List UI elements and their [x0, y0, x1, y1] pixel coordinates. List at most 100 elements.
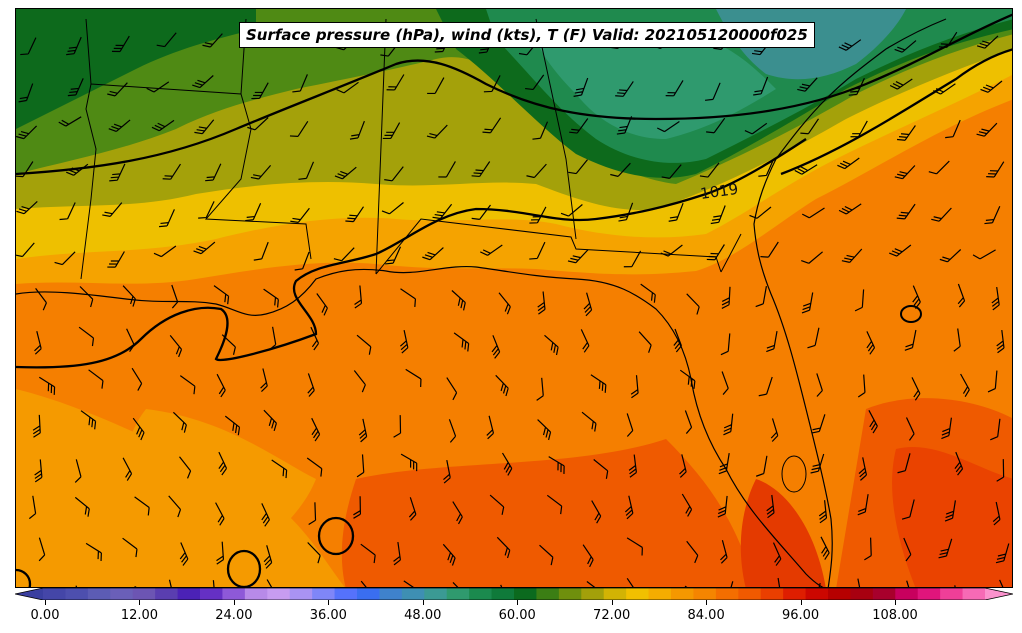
wind-barb [719, 581, 734, 587]
wind-barb [758, 158, 775, 177]
wind-barb-shape [656, 121, 680, 133]
colorbar-swatch [895, 588, 919, 600]
wind-barb-shape [107, 251, 125, 268]
colorbar-tick-labels: 0.00 12.00 24.00 36.00 48.00 60.00 72.00 84.00 9… [15, 600, 1013, 630]
wind-barb [912, 285, 921, 309]
wind-barb-shape [569, 118, 589, 134]
wind-barb-shape [385, 246, 402, 265]
wind-barb-shape [358, 418, 368, 443]
wind-barb-shape [807, 327, 820, 349]
wind-barb [74, 496, 90, 517]
wind-barb [583, 292, 593, 317]
wind-barb-shape [567, 249, 589, 264]
wind-barb [807, 327, 820, 349]
wind-barb-shape [122, 457, 133, 481]
wind-barb-shape [766, 494, 775, 519]
wind-barb [590, 374, 607, 393]
wind-barb [945, 119, 961, 139]
wind-barb-shape [583, 292, 593, 317]
wind-barb-shape [79, 286, 94, 308]
colorbar-swatch [805, 588, 829, 600]
wind-barb [489, 494, 505, 515]
wind-barb [260, 368, 268, 392]
wind-barb-shape [489, 494, 505, 515]
wind-barb-shape [16, 242, 35, 258]
wind-barb [668, 202, 684, 222]
wind-barb-shape [400, 453, 418, 472]
wind-barb [580, 329, 590, 353]
colorbar-swatch [648, 588, 672, 600]
wind-barb-shape [848, 77, 865, 96]
wind-barb-shape [151, 119, 175, 132]
wind-barb [818, 500, 828, 524]
wind-barb-shape [807, 582, 821, 587]
wind-barb [134, 496, 150, 516]
wind-barb-shape [168, 495, 182, 518]
wind-barb-shape [615, 81, 634, 97]
colorbar-swatch [244, 588, 268, 600]
wind-barb [34, 459, 43, 483]
wind-barb-shape [772, 542, 782, 566]
wind-barb [615, 81, 634, 97]
wind-barb-shape [811, 414, 826, 434]
wind-barb [854, 578, 862, 587]
wind-barb-shape [172, 411, 187, 433]
wind-barb-shape [215, 502, 225, 526]
wind-barb-shape [529, 241, 546, 260]
wind-barb [245, 203, 262, 222]
wind-barb-shape [179, 456, 192, 479]
wind-barb-shape [537, 419, 552, 441]
wind-barb [660, 244, 683, 257]
wind-barb [122, 457, 133, 481]
wind-barb-shape [34, 331, 42, 355]
wind-barb-shape [162, 163, 182, 180]
colorbar-swatch [738, 588, 762, 600]
wind-barb-shape [960, 373, 970, 397]
wind-barb-shape [536, 377, 544, 401]
wind-barb [626, 413, 634, 437]
wind-barb [453, 332, 470, 352]
wind-barb [999, 579, 1008, 587]
wind-barb [66, 36, 82, 56]
wind-barb [537, 419, 552, 441]
wind-barb [889, 244, 912, 257]
wind-barb-shape [498, 292, 511, 315]
wind-barb-shape [953, 328, 961, 352]
wind-barb [986, 161, 1005, 178]
wind-barb-shape [59, 202, 76, 221]
colorbar-tick-mark [800, 600, 802, 605]
temp-band-deep-orange [341, 439, 756, 587]
wind-barb-shape [482, 117, 502, 134]
wind-barb-shape [260, 368, 268, 392]
wind-barb-shape [699, 162, 720, 178]
wind-barb [532, 121, 549, 140]
wind-barb-shape [986, 161, 1005, 178]
wind-barb [151, 119, 175, 132]
wind-barb-shape [976, 122, 998, 137]
wind-barb [960, 373, 970, 397]
wind-barb [438, 161, 456, 178]
wind-barb-shape [34, 459, 43, 483]
wind-barb [208, 580, 216, 587]
wind-barb-shape [864, 537, 872, 561]
isobar-high-small [900, 305, 922, 323]
wind-barb [811, 414, 826, 434]
wind-barb [976, 122, 998, 137]
wind-barb [894, 40, 917, 53]
colorbar-extend-max [985, 588, 1013, 600]
wind-barb-shape [894, 40, 917, 53]
wind-barb [581, 411, 597, 432]
wind-barb [162, 163, 182, 180]
wind-barb [54, 251, 76, 266]
wind-barb-shape [453, 332, 470, 352]
wind-barb-shape [38, 537, 46, 562]
wind-barb [289, 120, 309, 137]
wind-barb-shape [590, 374, 607, 393]
wind-barb [109, 163, 126, 182]
wind-barb [718, 453, 730, 475]
wind-barb-shape [38, 376, 56, 395]
wind-barb-shape [837, 157, 860, 170]
wind-barb-shape [580, 329, 590, 353]
wind-barb [193, 241, 216, 255]
wind-barb-shape [16, 200, 38, 215]
